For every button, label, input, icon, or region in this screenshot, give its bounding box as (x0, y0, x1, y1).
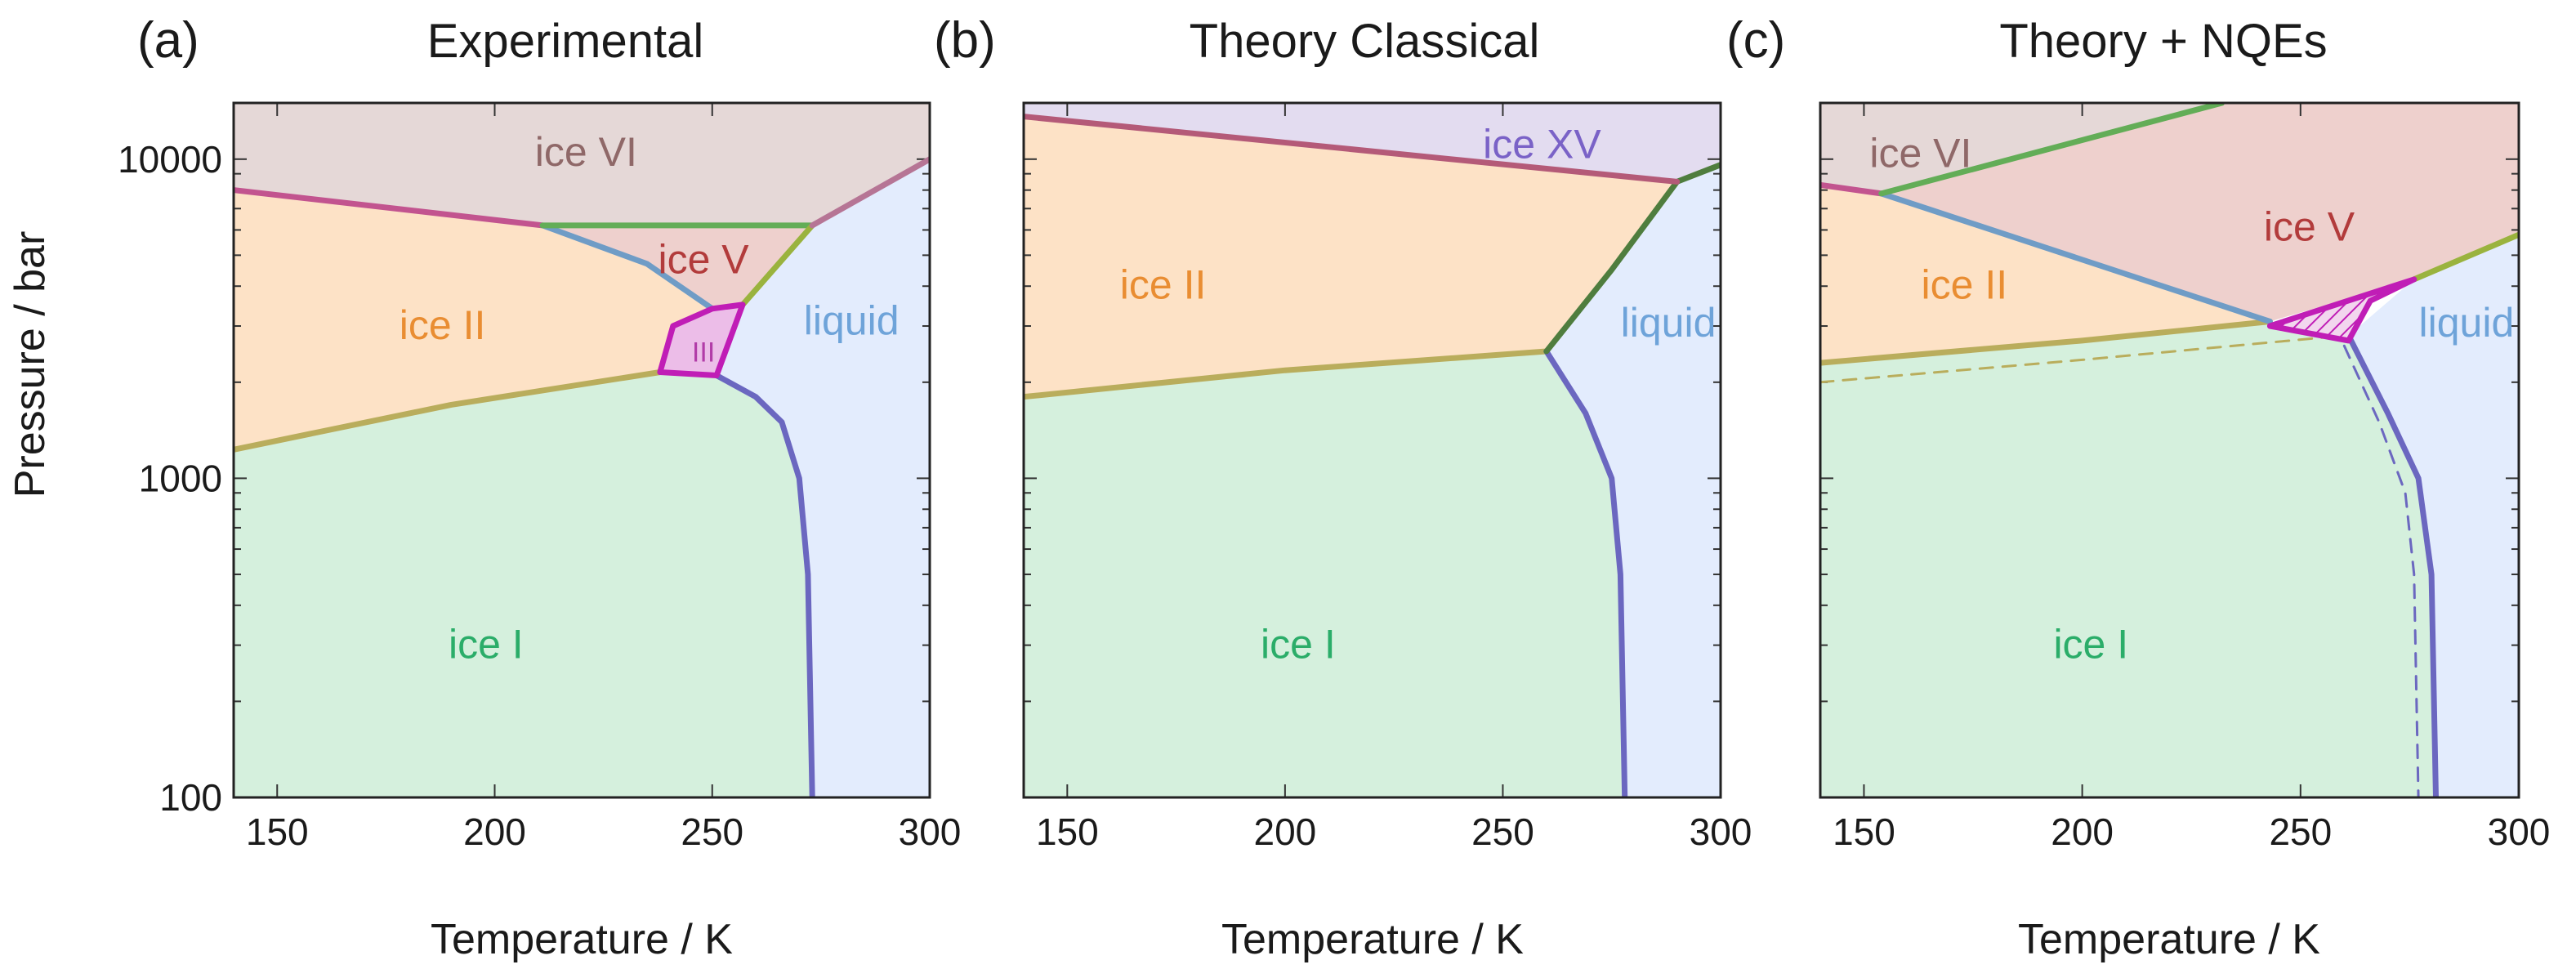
x-tick-label: 200 (2051, 811, 2114, 853)
boundary-ice-i-melting-line (1543, 348, 1628, 797)
plot-area: ice VI ice V ice II liquid ice I 150 200 250 300 (1819, 101, 2551, 853)
boundary-ice-v-ice-vi-boundary (1878, 103, 2226, 197)
x-axis-label: Temperature / K (431, 916, 733, 963)
boundary-liquid-ice-vi-boundary (809, 156, 930, 229)
boundary-ice-ii-liquid-boundary (1543, 162, 1721, 355)
region-label: III (692, 337, 715, 368)
x-tick-label: 300 (899, 811, 962, 853)
x-axis-label: Temperature / K (1221, 916, 1524, 963)
region-ice-i (1820, 321, 2436, 797)
boundary-ice-iii-outline (657, 301, 746, 378)
x-tick-label: 300 (2488, 811, 2551, 853)
region-ice-ii (1024, 116, 1677, 397)
boundary-liquid-ice-v-boundary (2411, 231, 2519, 283)
region-ice-i (1024, 351, 1625, 797)
region-label: ice I (2053, 622, 2128, 668)
x-tick-label: 200 (1254, 811, 1317, 853)
region-label: ice II (400, 302, 486, 348)
region-label: ice XV (1483, 121, 1601, 167)
boundary-ice-ii-ice-xv-boundary (1024, 114, 1681, 185)
x-tick-label: 300 (1690, 811, 1752, 853)
boundary-ice-i-ice-ii-boundary (234, 369, 663, 453)
region-label: ice V (659, 236, 750, 282)
plot-frame (232, 101, 931, 799)
panel-a: (a) Experimental ice VI ice V ice II III liq… (118, 12, 961, 963)
panel-letter: (c) (1726, 12, 1785, 69)
x-tick-label: 250 (1471, 811, 1534, 853)
x-tick-label: 250 (681, 811, 743, 853)
y-axis-label: Pressure / bar (7, 231, 54, 498)
panel-title: Experimental (427, 15, 703, 68)
plot-area: ice XV ice II liquid ice I 150 200 250 300 (1022, 101, 1752, 853)
boundary-ice-ii-ice-v-boundary (1878, 190, 2273, 324)
region-ice-v (542, 225, 813, 309)
region-label: liquid (1621, 300, 1717, 346)
region-liquid (717, 159, 930, 797)
region-label: liquid (804, 297, 900, 343)
x-tick-label: 150 (246, 811, 309, 853)
boundary-ice-i-melting-line (2346, 333, 2439, 797)
boundary-ice-i-melting-line-classical-dashed- (2342, 344, 2420, 797)
region-ice-ii (1820, 185, 2270, 364)
y-tick-label: 10000 (118, 138, 222, 181)
region-label: ice VI (535, 129, 637, 175)
panel-c: (c) Theory + NQEs ice VI ice V ice II liqui… (1726, 12, 2550, 963)
region-label: ice II (1120, 262, 1207, 308)
boundary-ice-i-ice-ii-boundary-classical-dashed- (1820, 334, 2346, 384)
boundary-ice-ii-ice-vi-boundary (234, 187, 546, 229)
region-label: liquid (2419, 300, 2515, 346)
region-ice-i (234, 372, 813, 797)
plot-area: ice VI ice V ice II III liquid ice I 150 200 250… (118, 101, 962, 853)
region-label: ice I (449, 622, 524, 668)
region-liquid (2348, 234, 2519, 797)
region-ice-vi (1820, 103, 2222, 194)
x-tick-label: 150 (1036, 811, 1099, 853)
x-axis-label: Temperature / K (2018, 916, 2320, 963)
boundary-ice-ii-ice-vi-boundary (1820, 181, 1885, 197)
region-label: ice II (1922, 262, 2008, 308)
panel-letter: (b) (934, 12, 996, 69)
panel-letter: (a) (137, 12, 199, 69)
region-label: ice V (2264, 204, 2355, 250)
plot-frame (1819, 101, 2520, 799)
region-label: ice I (1261, 622, 1336, 668)
y-tick-label: 1000 (139, 457, 222, 499)
panel-title: Theory Classical (1190, 15, 1540, 68)
region-ice-v (1881, 103, 2519, 322)
x-tick-label: 200 (463, 811, 526, 853)
boundary-ice-i-melting-line (713, 373, 815, 797)
region-ice-xv (1024, 103, 1721, 182)
x-tick-label: 250 (2269, 811, 2332, 853)
y-tick-label: 100 (159, 776, 222, 819)
boundary-ice-i-ice-ii-boundary (1820, 319, 2273, 366)
panel-title: Theory + NQEs (1999, 15, 2327, 68)
region-label: ice VI (1869, 131, 1971, 176)
region-ice-ii (234, 190, 712, 450)
region-liquid (1546, 164, 1721, 797)
region-ice-vi (234, 103, 930, 226)
boundary-ice-ii-ice-v-boundary (539, 222, 716, 312)
boundary-ice-i-ice-ii-boundary (1024, 348, 1550, 400)
x-tick-label: 150 (1833, 811, 1895, 853)
plot-frame (1022, 101, 1722, 799)
boundary-liquid-ice-v-boundary (739, 222, 815, 308)
boundary-ice-iii-region-outline-hatched- (2266, 276, 2418, 344)
